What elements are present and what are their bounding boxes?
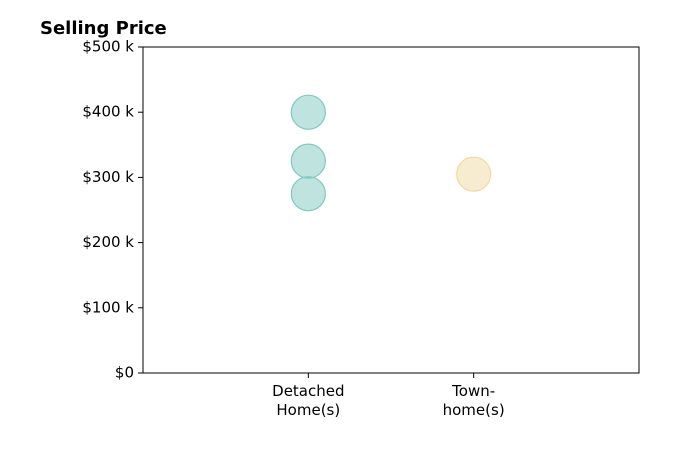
x-tick-label: Detached Home(s) bbox=[272, 382, 345, 419]
point bbox=[456, 156, 492, 192]
plot-frame bbox=[142, 46, 640, 374]
y-tick-label: $0 bbox=[115, 364, 134, 382]
point bbox=[290, 176, 326, 212]
y-tick-label: $100 k bbox=[82, 298, 134, 316]
y-tick-label: $400 k bbox=[82, 103, 134, 121]
y-tick-label: $200 k bbox=[82, 233, 134, 251]
y-tick-label: $300 k bbox=[82, 168, 134, 186]
y-tick-label: $500 k bbox=[82, 38, 134, 56]
chart-title: Selling Price bbox=[40, 18, 167, 39]
point bbox=[290, 143, 326, 179]
point bbox=[290, 94, 326, 130]
x-tick-label: Town- home(s) bbox=[442, 382, 505, 419]
